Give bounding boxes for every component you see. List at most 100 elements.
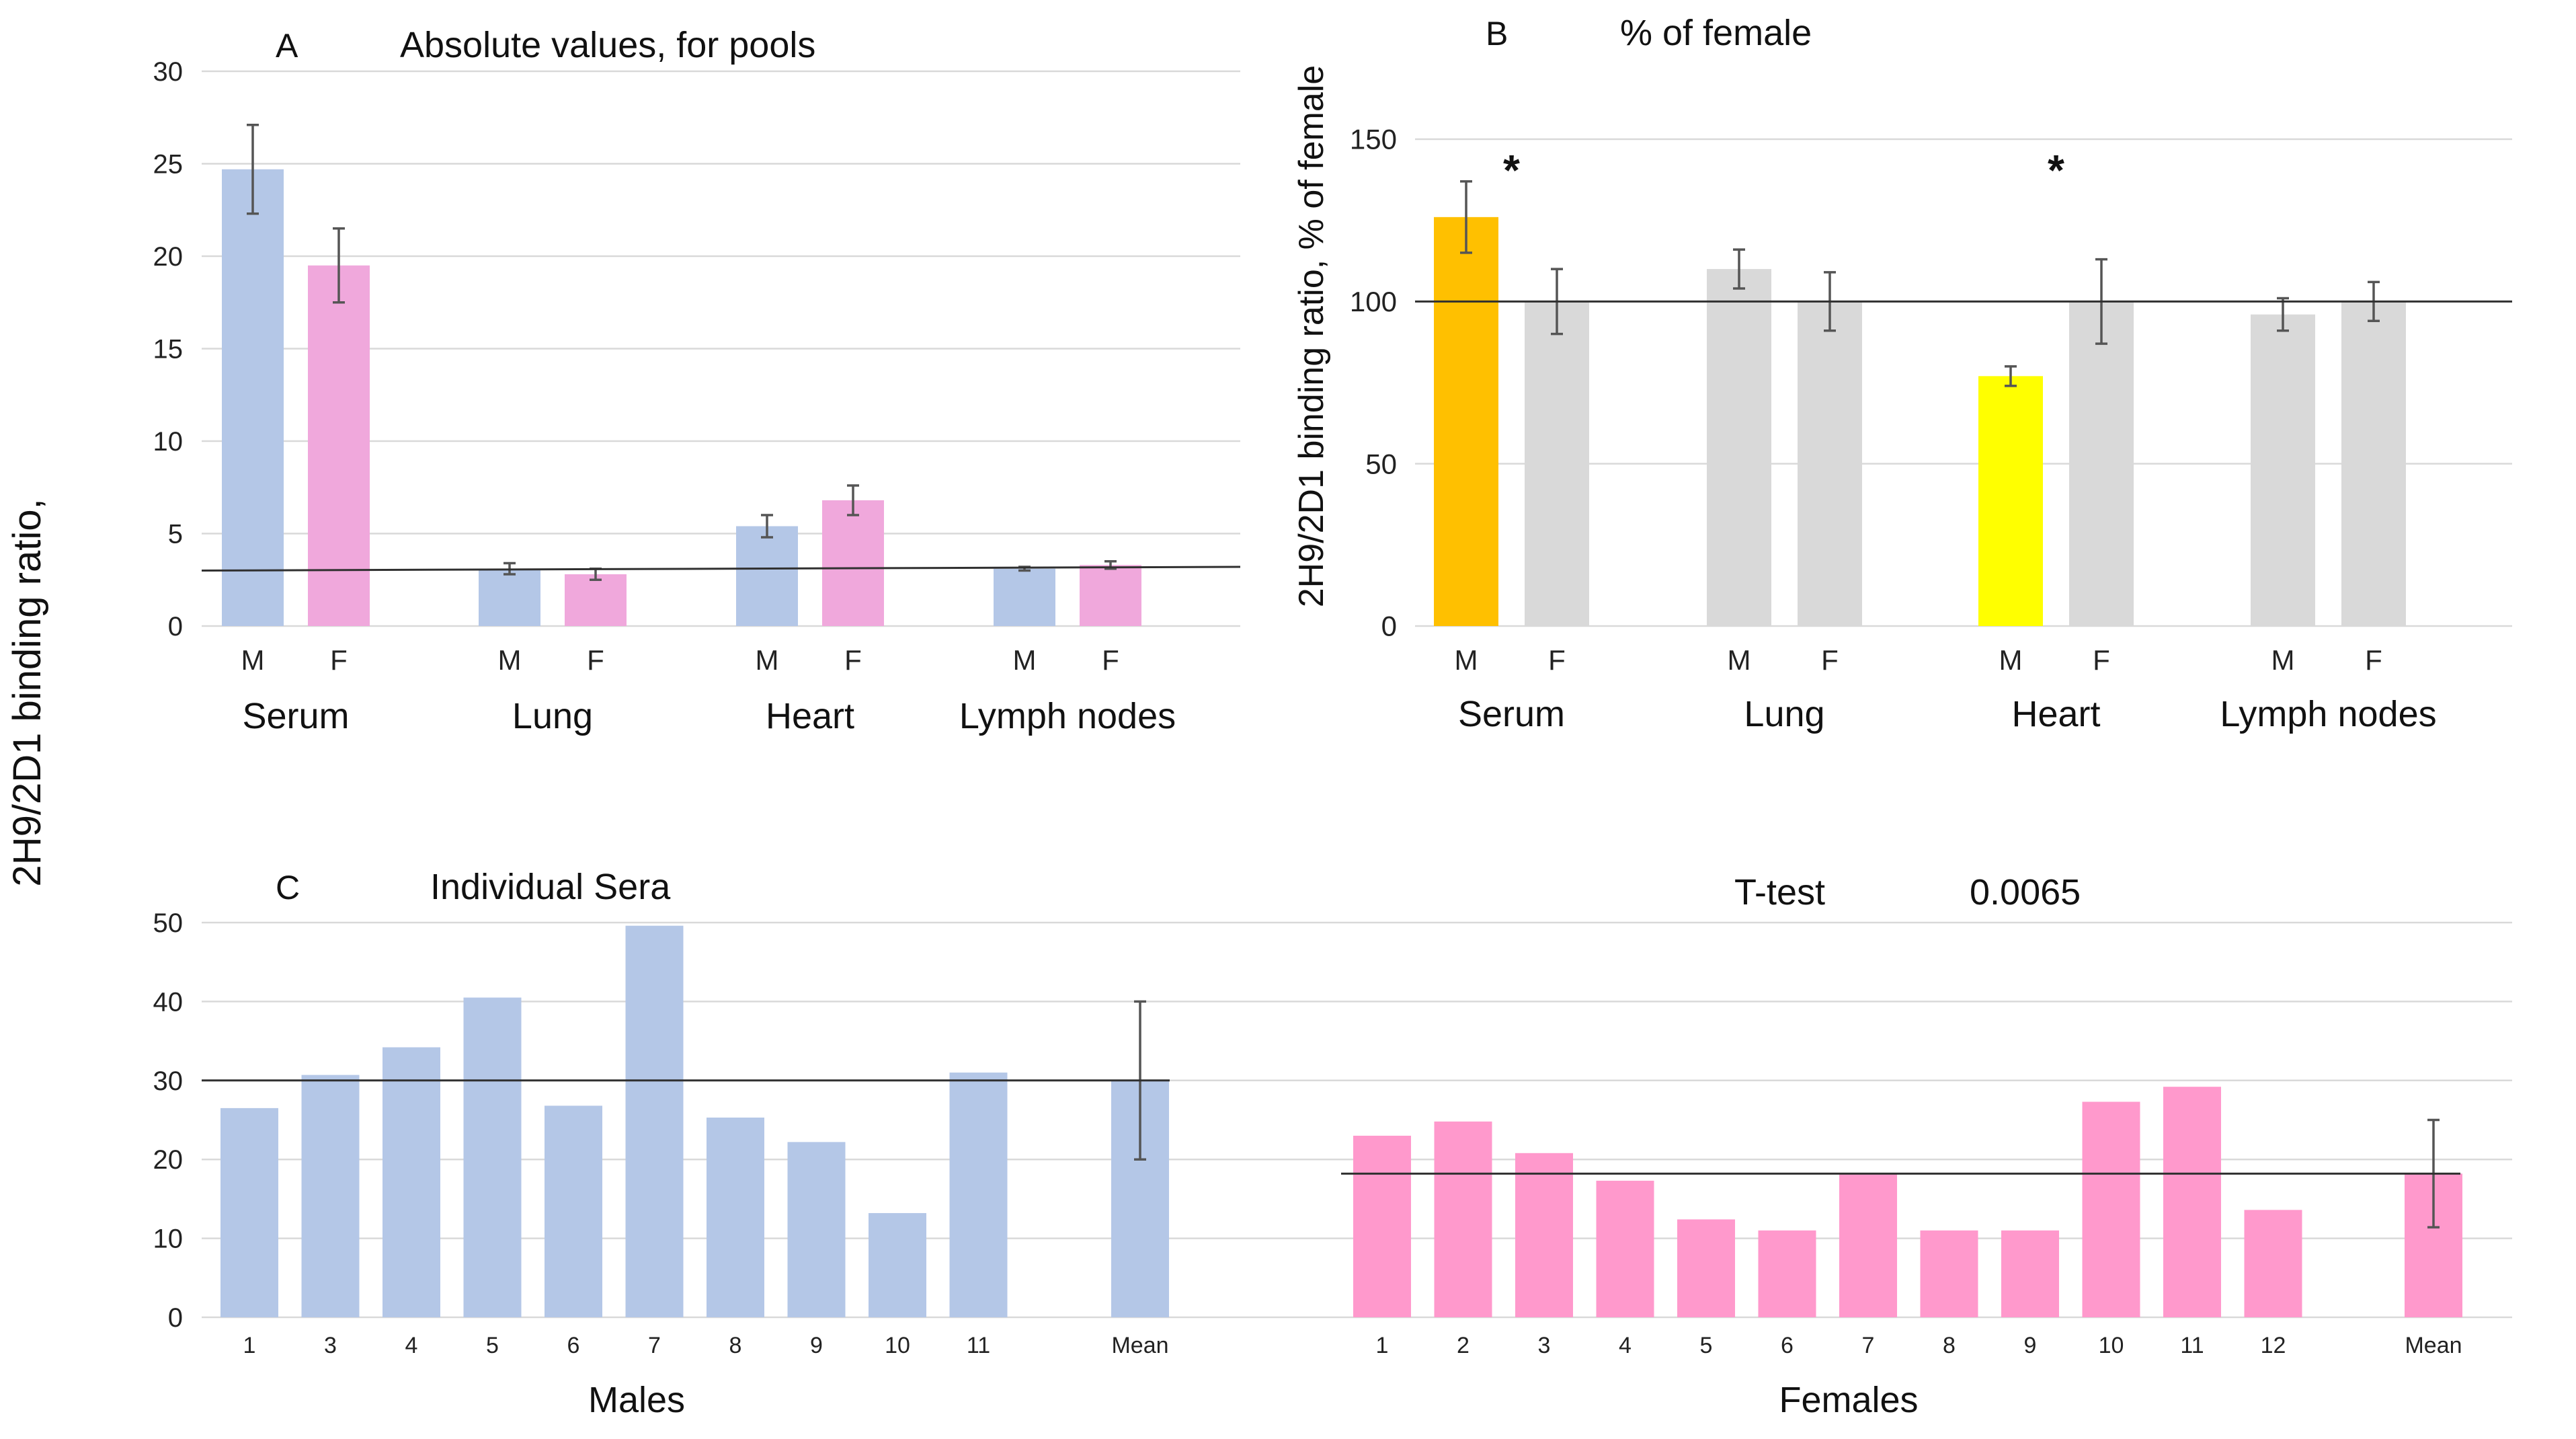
bar-serum-m bbox=[1434, 217, 1498, 627]
y-tick-label: 50 bbox=[1365, 448, 1397, 479]
error-bar bbox=[761, 514, 773, 539]
bar-females-7 bbox=[1839, 1173, 1897, 1317]
y-tick-label: 40 bbox=[153, 987, 184, 1017]
panel-a-letter: A bbox=[276, 27, 298, 65]
sex-label: M bbox=[1728, 644, 1751, 676]
y-tick-label: 25 bbox=[153, 150, 184, 180]
x-tick-label: 7 bbox=[648, 1333, 661, 1358]
t-test-label: T-test bbox=[1734, 872, 1825, 912]
bar-males-3 bbox=[301, 1075, 360, 1317]
panel-c-bars bbox=[220, 925, 2462, 1317]
bar-serum-f bbox=[1525, 301, 1589, 626]
bar-males-5 bbox=[463, 997, 522, 1317]
sex-label: F bbox=[1548, 644, 1566, 676]
x-tick-label: 10 bbox=[2099, 1333, 2124, 1358]
panel-b-x-labels: M F Serum M F Lung M F Heart M F Lymph nodes bbox=[1455, 644, 2437, 734]
x-tick-label: 3 bbox=[1538, 1333, 1551, 1358]
sex-label: F bbox=[1821, 644, 1839, 676]
sex-label: M bbox=[756, 644, 779, 676]
x-tick-label: 7 bbox=[1862, 1333, 1875, 1358]
panel-c-title: Individual Sera bbox=[430, 867, 671, 907]
bar-females-3 bbox=[1515, 1153, 1573, 1317]
bar-lung-m bbox=[1707, 269, 1771, 627]
x-tick-label: 10 bbox=[885, 1333, 910, 1358]
panel-c-mean-lines bbox=[202, 1079, 2460, 1175]
x-tick-label: 5 bbox=[1700, 1333, 1713, 1358]
bar-females-5 bbox=[1677, 1219, 1735, 1317]
bar-females-9 bbox=[2001, 1230, 2059, 1317]
bar-males-10 bbox=[869, 1213, 926, 1317]
y-tick-label: 0 bbox=[168, 1303, 183, 1333]
y-tick-label: 10 bbox=[153, 427, 184, 457]
panel-a: 0 5 10 15 20 25 30 M F Serum M F Lung M F Heart M F Lymph… bbox=[153, 25, 1241, 736]
bar-lymph-nodes-f bbox=[1080, 565, 1141, 626]
x-tick-label: 4 bbox=[405, 1333, 418, 1358]
error-bar bbox=[333, 227, 345, 304]
bar-males-7 bbox=[625, 925, 684, 1317]
panel-b: 0 50 100 150 M F Serum M F Lung M F Heart M F Lymph no… bbox=[1292, 13, 2512, 734]
bar-heart-f bbox=[822, 500, 884, 626]
error-bar bbox=[2005, 365, 2017, 387]
sex-label: M bbox=[2271, 644, 2295, 676]
bar-lymph-nodes-m bbox=[994, 568, 1055, 626]
y-tick-label: 150 bbox=[1350, 124, 1397, 155]
y-tick-label: 30 bbox=[153, 57, 184, 87]
panel-a-error-bars bbox=[247, 124, 1117, 581]
panel-a-y-ticks: 0 5 10 15 20 25 30 bbox=[153, 57, 184, 641]
group-label: Serum bbox=[242, 696, 349, 736]
panel-a-title: Absolute values, for pools bbox=[400, 25, 815, 65]
panel-c-error-bars bbox=[1134, 1000, 2440, 1229]
panel-b-error-bars bbox=[1460, 180, 2380, 387]
error-bar bbox=[1733, 248, 1745, 290]
bar-heart-f bbox=[2069, 301, 2134, 626]
panel-a-bars bbox=[222, 169, 1141, 626]
group-title-males: Males bbox=[588, 1380, 685, 1420]
x-tick-label: 12 bbox=[2261, 1333, 2286, 1358]
error-bar bbox=[847, 484, 859, 516]
error-bar bbox=[2277, 297, 2289, 332]
panel-c-y-ticks: 0 10 20 30 40 50 bbox=[153, 908, 184, 1333]
sex-label: F bbox=[2365, 644, 2382, 676]
group-label: Lymph nodes bbox=[2220, 694, 2436, 734]
shared-y-axis-label: 2H9/2D1 binding ratio, bbox=[5, 498, 49, 886]
bar-females-6 bbox=[1758, 1230, 1816, 1317]
x-tick-label: 5 bbox=[486, 1333, 499, 1358]
bar-females-12 bbox=[2244, 1210, 2302, 1317]
significance-asterisk: * bbox=[2048, 146, 2064, 194]
y-tick-label: 50 bbox=[153, 908, 184, 938]
y-tick-label: 10 bbox=[153, 1224, 184, 1254]
x-tick-label: 11 bbox=[967, 1333, 990, 1358]
t-test-value: 0.0065 bbox=[1970, 872, 2081, 912]
bar-males-9 bbox=[787, 1142, 846, 1317]
bar-females-11 bbox=[2163, 1087, 2221, 1317]
bar-females-4 bbox=[1596, 1180, 1654, 1317]
y-tick-label: 0 bbox=[168, 612, 183, 641]
x-tick-label: 11 bbox=[2180, 1333, 2204, 1358]
sex-label: F bbox=[844, 644, 862, 676]
sex-label: M bbox=[498, 644, 522, 676]
panel-c-letter: C bbox=[276, 869, 300, 906]
group-label: Serum bbox=[1458, 694, 1565, 734]
panel-a-gridlines bbox=[202, 70, 1240, 627]
group-title-females: Females bbox=[1779, 1380, 1918, 1420]
x-tick-label: Mean bbox=[1111, 1333, 1168, 1358]
x-tick-label: 8 bbox=[1943, 1333, 1956, 1358]
bar-males-8 bbox=[707, 1117, 764, 1317]
panel-b-significance-markers: * * bbox=[1503, 146, 2064, 194]
panel-b-title: % of female bbox=[1620, 13, 1812, 53]
bar-heart-m bbox=[1978, 376, 2043, 626]
y-tick-label: 5 bbox=[168, 520, 183, 549]
panel-b-letter: B bbox=[1486, 15, 1508, 52]
x-tick-label: 4 bbox=[1619, 1333, 1632, 1358]
x-tick-label: 6 bbox=[1781, 1333, 1794, 1358]
x-tick-label: 1 bbox=[1376, 1333, 1389, 1358]
panel-b-y-ticks: 0 50 100 150 bbox=[1350, 124, 1397, 642]
bar-males-6 bbox=[545, 1105, 602, 1317]
error-bar bbox=[247, 124, 259, 215]
significance-asterisk: * bbox=[1503, 146, 1520, 194]
bar-males-11 bbox=[949, 1073, 1008, 1317]
y-tick-label: 20 bbox=[153, 1145, 184, 1175]
